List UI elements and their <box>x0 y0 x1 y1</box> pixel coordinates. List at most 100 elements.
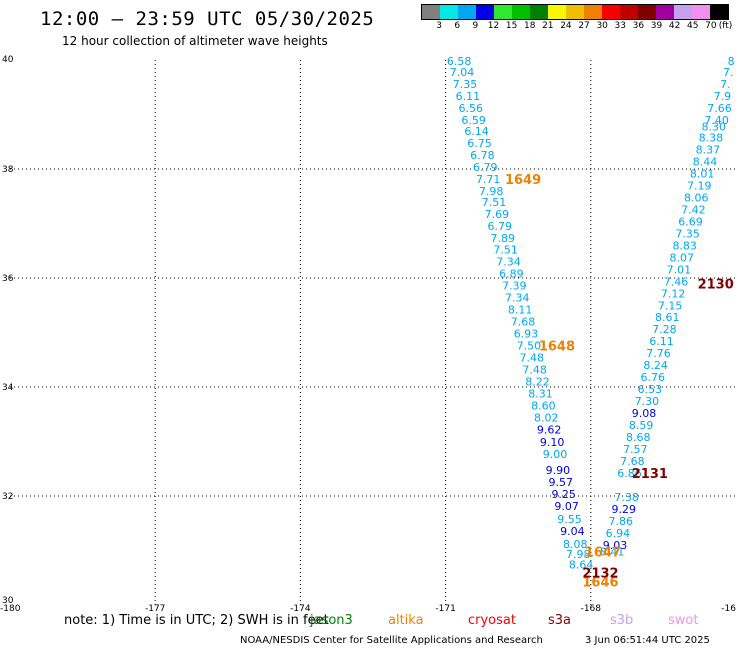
wave-height-label: 9.07 <box>554 500 579 513</box>
y-tick-label: 38 <box>2 165 14 175</box>
color-scale-swatch <box>692 5 710 19</box>
color-scale-label: 39 <box>650 21 663 31</box>
color-scale-label: 36 <box>632 21 645 31</box>
wave-height-label: 6.94 <box>606 527 631 540</box>
wave-height-label: 8.07 <box>670 251 695 264</box>
wave-height-label: 7.34 <box>496 256 521 269</box>
credit-line: NOAA/NESDIS Center for Satellite Applica… <box>240 635 543 646</box>
wave-height-label: 7.04 <box>450 66 475 79</box>
wave-height-label: 7.19 <box>687 179 712 192</box>
wave-height-label: 7.48 <box>520 352 545 365</box>
wave-height-label: 7.57 <box>623 443 648 456</box>
color-scale-swatch <box>656 5 674 19</box>
wave-height-label: 8.31 <box>528 388 553 401</box>
wave-height-label: 6.79 <box>488 220 513 233</box>
wave-height-label: 8.60 <box>531 400 556 413</box>
wave-height-label: 7.34 <box>505 292 530 305</box>
wave-height-label: 7.51 <box>493 244 518 257</box>
color-scale-swatch <box>440 5 458 19</box>
wave-height-label: 8.44 <box>693 155 718 168</box>
pass-time-label: 2130 <box>698 277 734 292</box>
color-scale-swatch <box>458 5 476 19</box>
color-scale-label: 3 <box>436 21 442 31</box>
wave-height-label: 6.89 <box>499 268 524 281</box>
color-scale-label: 9 <box>472 21 479 31</box>
wave-height-label: 7.40 <box>704 114 729 127</box>
generated-timestamp: 3 Jun 06:51:44 UTC 2025 <box>585 635 710 646</box>
wave-height-label: 7.30 <box>635 395 660 408</box>
y-tick-label: 30 <box>2 596 14 606</box>
color-scale-label: 33 <box>614 21 626 31</box>
pass-time-label: 1647 <box>585 546 621 561</box>
x-tick-label: -16 <box>721 604 736 614</box>
wave-height-label: 8.68 <box>626 431 651 444</box>
wave-height-label: 6.14 <box>464 125 489 138</box>
wave-height-label: 7.51 <box>482 196 507 209</box>
color-scale-label: 70 <box>705 21 717 31</box>
wave-height-label: 9.00 <box>543 448 568 461</box>
pass-time-label: 1646 <box>582 576 618 591</box>
wave-height-label: 9.57 <box>549 476 574 489</box>
wave-height-label: 8.37 <box>696 143 721 156</box>
wave-height-label: 8.30 <box>701 120 726 133</box>
x-tick-label: -168 <box>581 604 602 614</box>
wave-height-label: 7.35 <box>675 227 700 240</box>
color-scale-label: 27 <box>578 21 590 31</box>
y-tick-label: 40 <box>2 55 14 65</box>
wave-height-label: 8.83 <box>672 239 697 252</box>
wave-height-label: 7.01 <box>667 263 692 276</box>
wave-height-label: 7.71 <box>476 173 501 186</box>
pass-time-label: 1649 <box>505 173 541 188</box>
wave-height-label: 7.98 <box>566 548 591 561</box>
wave-height-label: 7.68 <box>620 455 645 468</box>
color-scale-swatch <box>422 5 440 19</box>
wave-height-label: 6.78 <box>470 149 495 162</box>
wave-height-label: 8.24 <box>643 359 668 372</box>
wave-height-label: 8.01 <box>690 167 715 180</box>
wave-height-label: 7.86 <box>609 515 634 528</box>
wave-height-label: 6.86 <box>617 467 642 480</box>
color-scale-label: 21 <box>542 21 554 31</box>
wave-height-label: 8.02 <box>534 412 559 425</box>
chart-title: 12:00 – 23:59 UTC 05/30/2025 <box>40 8 375 30</box>
mission-label-cryosat: cryosat <box>468 613 516 628</box>
wave-height-label: 6.11 <box>456 90 481 103</box>
color-scale-labels: 3 6 9 12 15 18 21 24 27 30 33 36 39 42 45 70 (ft) <box>421 21 732 33</box>
wave-height-label: 6.69 <box>678 215 703 228</box>
wave-height-label: 7.98 <box>479 185 504 198</box>
wave-height-label: 7. <box>723 66 734 79</box>
x-tick-label: -174 <box>290 604 311 614</box>
color-scale-swatch <box>620 5 638 19</box>
x-tick-label: -177 <box>145 604 165 614</box>
wave-height-label: 8.11 <box>508 304 533 317</box>
chart-subtitle: 12 hour collection of altimeter wave hei… <box>62 34 328 48</box>
color-scale-label: 18 <box>523 21 536 31</box>
pass-time-label: 1648 <box>539 340 575 355</box>
y-tick-label: 36 <box>2 274 14 284</box>
color-scale-label: 45 <box>687 21 699 31</box>
wave-height-label: 7.39 <box>502 280 527 293</box>
wave-height-label: 7.15 <box>658 299 683 312</box>
color-scale-swatch <box>494 5 512 19</box>
color-scale-swatch <box>638 5 656 19</box>
wave-height-label: 8.59 <box>629 419 654 432</box>
color-scale-swatch <box>566 5 584 19</box>
color-scale-swatch <box>710 5 728 19</box>
wave-height-label: 7.76 <box>646 347 671 360</box>
color-scale-swatch <box>674 5 692 19</box>
color-scale-label: 24 <box>560 21 572 31</box>
mission-label-altika: altika <box>388 613 424 628</box>
wave-height-label: 7.50 <box>517 340 542 353</box>
x-tick-label: -171 <box>435 604 455 614</box>
wave-height-label: 9.90 <box>546 464 571 477</box>
wave-height-label: 6.58 <box>447 55 472 68</box>
wave-height-label: 7.48 <box>522 364 547 377</box>
wave-height-label: 9.10 <box>540 436 565 449</box>
wave-height-label: 7.68 <box>511 316 536 329</box>
wave-height-label: 7. <box>720 78 731 91</box>
pass-time-label: 2131 <box>632 467 668 482</box>
wave-height-label: 8.08 <box>563 538 588 551</box>
wave-height-label: 6.76 <box>641 371 666 384</box>
mission-label-swot: swot <box>668 613 699 628</box>
